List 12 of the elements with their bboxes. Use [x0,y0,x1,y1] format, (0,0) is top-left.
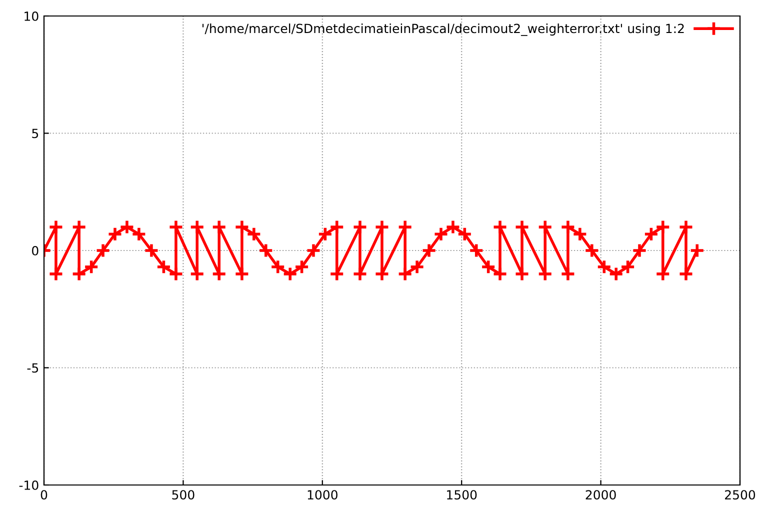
x-tick-label: 0 [40,490,48,500]
x-tick-label: 2500 [725,490,756,500]
x-tick-label: 2000 [586,490,616,500]
legend-label: '/home/marcel/SDmetdecimatieinPascal/decimout2_weighterror.txt' using 1:2 [202,24,684,36]
y-tick-label: 0 [32,246,38,256]
y-tick-label: -10 [19,480,38,490]
y-tick-label: 10 [24,11,38,21]
x-tick-label: 500 [172,490,194,500]
y-tick-label: 5 [32,128,38,138]
x-tick-label: 1500 [447,490,477,500]
x-tick-label: 1000 [308,490,338,500]
y-tick-label: -5 [27,363,38,373]
